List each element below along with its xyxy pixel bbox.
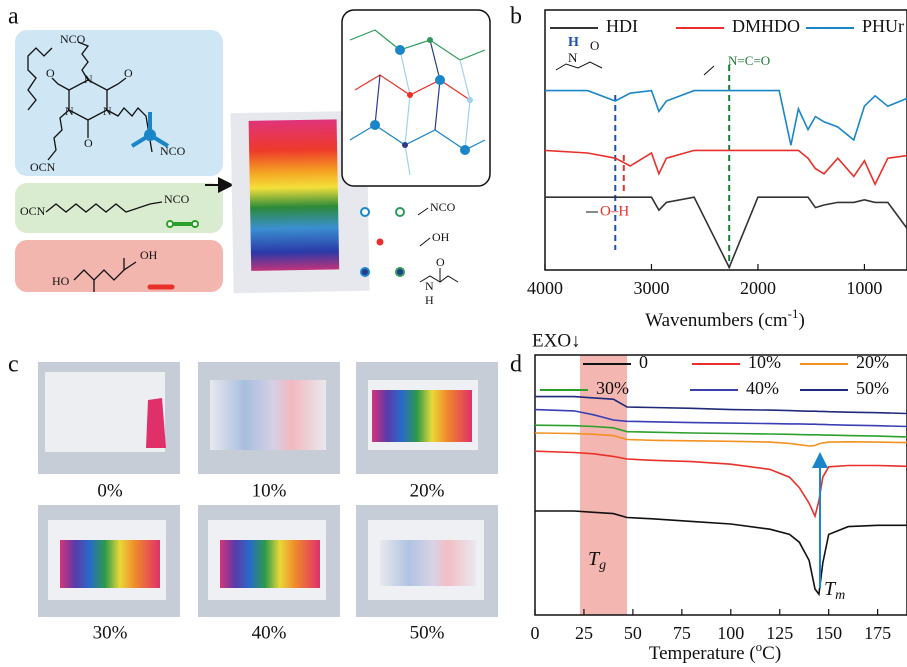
exo-label: EXO↓ — [532, 330, 581, 351]
chem-label: O — [436, 255, 445, 269]
annotation: H — [568, 35, 579, 50]
chem-label: NCO — [164, 192, 190, 206]
annotation: Tm — [824, 578, 845, 604]
panel-label: b — [510, 4, 522, 30]
x-tick-label: 4000 — [527, 278, 563, 298]
legend-label: DMHDO — [732, 16, 800, 36]
panel-label: d — [510, 352, 522, 378]
legend-icons — [361, 208, 458, 282]
legend-label: HDI — [606, 16, 638, 36]
figure: a NCO NCO OCN N N N O O O OCN NCO HO OH … — [0, 0, 907, 667]
chem-label: N — [103, 104, 112, 118]
x-tick-label: 0 — [531, 623, 540, 643]
x-axis-label: Temperature (oC) — [649, 639, 781, 664]
chem-label: OCN — [30, 160, 56, 174]
page: { "panel_a": {"label": "a", "texts": ["N… — [0, 0, 907, 667]
chem-label: O — [84, 136, 93, 150]
chem-label: NCO — [60, 32, 86, 46]
annotation: N — [568, 50, 578, 65]
sample-label: 20% — [410, 480, 445, 501]
legend-label: 50% — [856, 378, 889, 398]
chem-label: O — [124, 66, 133, 80]
panel-label: a — [8, 4, 19, 30]
legend-label: 40% — [746, 378, 779, 398]
series-line — [545, 150, 907, 184]
sample-label: 50% — [410, 622, 445, 643]
x-axis-label-part: -1 — [788, 306, 799, 321]
x-tick-label: 1000 — [846, 278, 882, 298]
series-line — [545, 91, 907, 146]
legend-label: 30% — [596, 378, 629, 398]
x-tick-label: 175 — [864, 623, 891, 643]
sample-label: 30% — [93, 622, 128, 643]
x-tick-label: 75 — [673, 623, 691, 643]
chem-label: N — [84, 72, 93, 86]
sample-label: 10% — [252, 480, 287, 501]
annotation: N=C=O — [728, 53, 770, 68]
chem-label: OCN — [20, 204, 46, 218]
chem-label: O — [46, 66, 55, 80]
x-tick-label: 50 — [624, 623, 642, 643]
x-axis-label-part: Temperature ( — [649, 643, 756, 664]
annotation: O–H — [600, 203, 629, 219]
chem-bond — [704, 66, 714, 75]
x-axis-label: Wavenumbers (cm-1) — [645, 306, 805, 331]
chem-label: N — [65, 104, 74, 118]
chem-label: NCO — [430, 200, 456, 214]
monomer-box — [15, 30, 223, 176]
annotation-part: g — [599, 558, 606, 573]
x-tick-label: 25 — [575, 623, 593, 643]
chem-label: N — [425, 279, 434, 293]
monomer-box — [15, 240, 223, 292]
legend-label: PHUr — [862, 16, 904, 36]
legend-label: 10% — [748, 352, 781, 372]
chem-label: OH — [432, 230, 450, 244]
chem-bond — [556, 62, 602, 70]
x-tick-label: 2000 — [740, 278, 776, 298]
legend-label: 20% — [856, 352, 889, 372]
legend-label: 0 — [639, 352, 648, 372]
annotation: O — [590, 38, 599, 53]
sample-label: 40% — [252, 622, 287, 643]
sample-label: 0% — [97, 480, 123, 501]
x-axis-label-part: C) — [762, 643, 781, 664]
annotation-part: m — [835, 588, 845, 603]
x-tick-label: 125 — [766, 623, 793, 643]
chem-label: H — [425, 293, 434, 307]
chem-label: OH — [140, 248, 158, 262]
x-axis-label-part: Wavenumbers (cm — [645, 310, 788, 331]
chem-label: HO — [52, 274, 70, 288]
chem-label: NCO — [160, 144, 186, 158]
panel-label: c — [8, 352, 19, 378]
x-axis-label-part: ) — [799, 310, 805, 331]
x-tick-label: 3000 — [633, 278, 669, 298]
x-tick-label: 150 — [815, 623, 842, 643]
x-tick-label: 100 — [717, 623, 744, 643]
